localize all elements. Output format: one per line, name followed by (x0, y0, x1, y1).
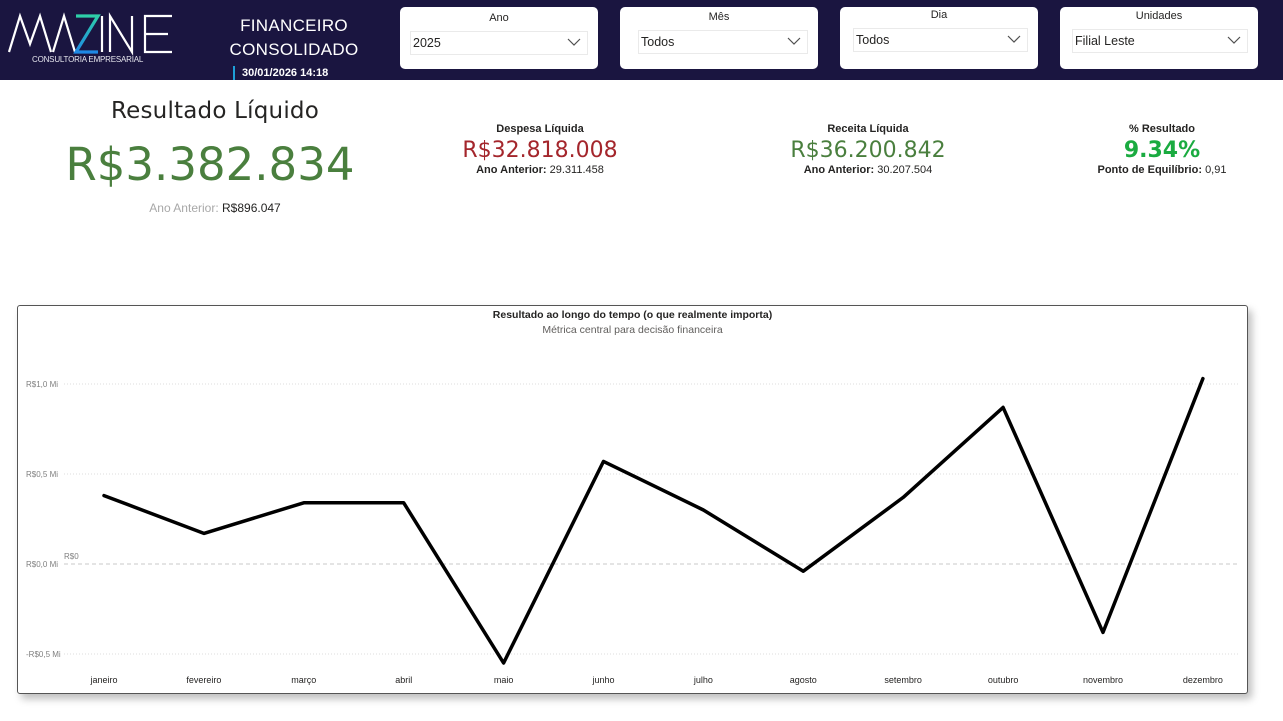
kpi-despesa-prev-value: 29.311.458 (549, 164, 604, 176)
filter-ano: Ano 2025 (400, 7, 598, 69)
kpi-despesa-prev-label: Ano Anterior: (476, 164, 547, 176)
filter-unidades-value: Filial Leste (1075, 34, 1135, 48)
kpi-receita-value: R$36.200.842 (790, 138, 946, 163)
filter-mes-dropdown[interactable]: Todos (638, 30, 808, 54)
filter-dia-label: Dia (930, 9, 948, 21)
filter-unidades-dropdown[interactable]: Filial Leste (1072, 29, 1248, 53)
kpi-ponto-equilibrio: Ponto de Equilíbrio: 0,91 (1052, 164, 1272, 176)
kpi-despesa: Despesa Líquida R$32.818.008 Ano Anterio… (430, 123, 650, 176)
x-axis-tick: setembro (884, 675, 922, 685)
kpi-resultado-title: Resultado Líquido (111, 98, 319, 124)
report-title: FINANCEIRO CONSOLIDADO (214, 14, 374, 62)
x-axis-tick: dezembro (1183, 675, 1223, 685)
line-chart[interactable]: R$1,0 Mi R$0,5 Mi R$0,0 Mi -R$0,5 Mi R$0 jane… (18, 306, 1249, 695)
x-axis-tick: agosto (790, 675, 817, 685)
filter-mes-value: Todos (641, 35, 675, 49)
resultado-line[interactable] (102, 376, 1205, 665)
kpi-resultado-prev-label: Ano Anterior: (149, 201, 219, 215)
filter-dia-dropdown[interactable]: Todos (853, 28, 1028, 52)
reference-line-label: R$0 (64, 552, 79, 561)
mazine-logo (6, 10, 178, 68)
filter-dia: Dia Todos (840, 7, 1038, 69)
kpi-receita: Receita Líquida R$36.200.842 Ano Anterio… (758, 123, 978, 176)
top-header: CONSULTORIA EMPRESARIAL FINANCEIRO CONSO… (0, 0, 1283, 80)
chart-subtitle: Métrica central para decisão financeira (542, 324, 723, 336)
y-axis-tick: -R$0,5 Mi (26, 650, 61, 659)
y-axis-tick: R$1,0 Mi (26, 380, 58, 389)
filter-mes-label: Mês (708, 11, 730, 23)
kpi-ponto-equilibrio-label: Ponto de Equilíbrio: (1097, 164, 1203, 176)
filter-dia-value: Todos (856, 33, 890, 47)
chevron-down-icon (787, 37, 801, 45)
mazine-logo-icon (7, 12, 172, 56)
kpi-percentual: % Resultado 9.34% Ponto de Equilíbrio: 0… (1052, 123, 1272, 176)
x-axis-tick: novembro (1083, 675, 1123, 685)
chevron-down-icon (567, 38, 581, 46)
x-axis-tick: fevereiro (186, 675, 221, 685)
report-title-line2: CONSOLIDADO (229, 40, 359, 59)
kpi-receita-title: Receita Líquida (827, 123, 909, 135)
kpi-despesa-value: R$32.818.008 (462, 138, 618, 163)
filter-unidades-label: Unidades (1135, 10, 1183, 22)
chevron-down-icon (1227, 36, 1241, 44)
kpi-ponto-equilibrio-value: 0,91 (1205, 164, 1227, 176)
chart-title: Resultado ao longo do tempo (o que realm… (492, 309, 773, 321)
x-axis-tick: maio (494, 675, 514, 685)
kpi-receita-previous: Ano Anterior: 30.207.504 (758, 164, 978, 176)
x-axis-tick: julho (693, 675, 713, 685)
kpi-resultado-prev-value: R$896.047 (222, 201, 281, 215)
kpi-percentual-title: % Resultado (1128, 123, 1195, 135)
filter-ano-value: 2025 (413, 36, 441, 50)
filter-mes: Mês Todos (620, 7, 818, 69)
last-refresh-timestamp: 30/01/2026 14:18 (233, 66, 328, 80)
kpi-despesa-previous: Ano Anterior: 29.311.458 (430, 164, 650, 176)
x-axis-tick: junho (591, 675, 614, 685)
kpi-resultado-value: R$3.382.834 (65, 138, 355, 191)
filter-ano-label: Ano (489, 12, 509, 24)
kpi-receita-prev-value: 30.207.504 (877, 164, 933, 176)
filter-ano-dropdown[interactable]: 2025 (410, 31, 588, 55)
x-axis-tick: abril (395, 675, 412, 685)
kpi-percentual-value: 9.34% (1123, 138, 1201, 163)
kpi-despesa-title: Despesa Líquida (496, 123, 584, 135)
report-title-line1: FINANCEIRO (240, 16, 348, 35)
chevron-down-icon (1007, 35, 1021, 43)
x-axis-tick: outubro (988, 675, 1019, 685)
logo-subtitle: CONSULTORIA EMPRESARIAL (32, 55, 144, 64)
kpi-receita-prev-label: Ano Anterior: (803, 164, 875, 176)
x-axis-tick: março (291, 675, 316, 685)
line-chart-card[interactable]: Resultado ao longo do tempo (o que realm… (17, 305, 1248, 694)
x-axis-tick: janeiro (89, 675, 117, 685)
y-axis-tick: R$0,0 Mi (26, 560, 58, 569)
y-axis-tick: R$0,5 Mi (26, 470, 58, 479)
filter-unidades: Unidades Filial Leste (1060, 7, 1258, 69)
kpi-resultado-previous: Ano Anterior: R$896.047 (70, 201, 360, 215)
